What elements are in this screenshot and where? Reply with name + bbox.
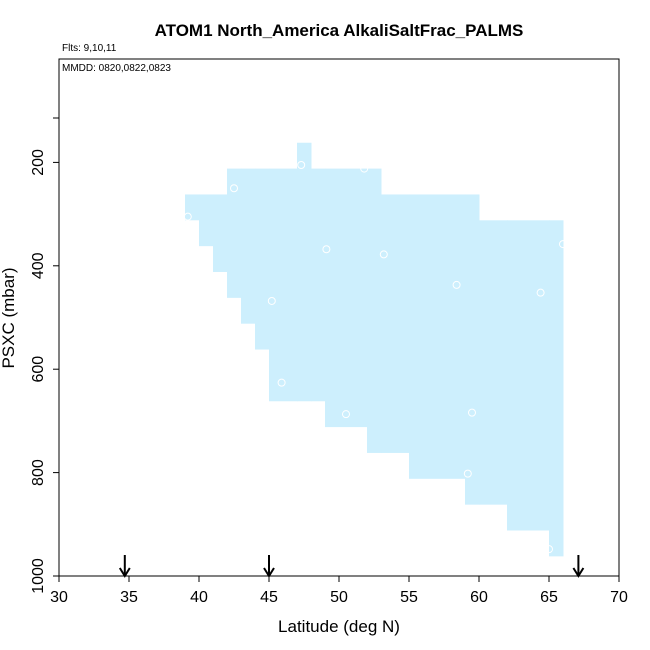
data-cell (185, 194, 200, 221)
chart-title: ATOM1 North_America AlkaliSaltFrac_PALMS (155, 21, 524, 40)
x-tick-label: 50 (330, 589, 348, 606)
data-cell (367, 168, 382, 453)
flight-arrows (118, 555, 585, 578)
dates-note: MMDD: 0820,0822,0823 (62, 63, 171, 74)
data-cell (297, 142, 312, 402)
data-point (536, 288, 545, 297)
y-tick-label: 1000 (30, 558, 47, 594)
data-cell (241, 168, 256, 324)
x-tick-label: 35 (120, 589, 138, 606)
down-arrow-icon (118, 555, 131, 578)
y-axis-label: PSXC (mbar) (0, 267, 18, 368)
data-point (322, 245, 331, 254)
down-arrow-icon (263, 555, 275, 578)
y-tick-label: 800 (30, 459, 47, 486)
flights-note: Flts: 9,10,11 (62, 43, 117, 54)
data-point (267, 296, 276, 305)
data-cell (227, 168, 242, 298)
data-cell (213, 194, 228, 273)
data-point (468, 408, 476, 417)
data-cell (465, 194, 480, 505)
data-cell (381, 194, 410, 453)
data-point (342, 410, 350, 419)
x-tick-label: 65 (540, 589, 558, 606)
data-cell (507, 220, 550, 531)
x-axis-label: Latitude (deg N) (278, 617, 400, 636)
data-cells (185, 142, 564, 557)
data-points (183, 160, 567, 554)
data-point (297, 160, 306, 169)
x-tick-label: 55 (400, 589, 418, 606)
data-cell (325, 168, 368, 428)
data-point (463, 469, 472, 478)
data-cell (549, 220, 564, 557)
x-tick-label: 40 (190, 589, 208, 606)
x-tick-label: 70 (610, 589, 628, 606)
y-tick-label: 600 (30, 356, 47, 383)
data-point (559, 240, 567, 249)
data-point (545, 545, 553, 554)
x-tick-label: 30 (50, 589, 68, 606)
down-arrow-icon (572, 555, 585, 578)
data-point (277, 378, 286, 387)
data-point (360, 164, 369, 173)
data-point (452, 280, 461, 289)
data-point (379, 250, 388, 259)
y-tick-label: 200 (30, 149, 47, 176)
y-tick-label: 400 (30, 252, 47, 279)
data-point (183, 212, 192, 221)
data-cell (409, 194, 466, 479)
x-tick-label: 60 (470, 589, 488, 606)
data-cell (479, 220, 508, 505)
data-cell (255, 168, 270, 350)
data-cell (311, 168, 326, 402)
y-axis: 200 400 600 800 1000 (30, 59, 60, 594)
data-point (230, 184, 238, 193)
x-axis: 30 35 40 45 50 55 60 65 70 (50, 575, 628, 606)
x-tick-label: 45 (260, 589, 278, 606)
data-cell (199, 194, 214, 247)
data-cell (269, 168, 298, 402)
